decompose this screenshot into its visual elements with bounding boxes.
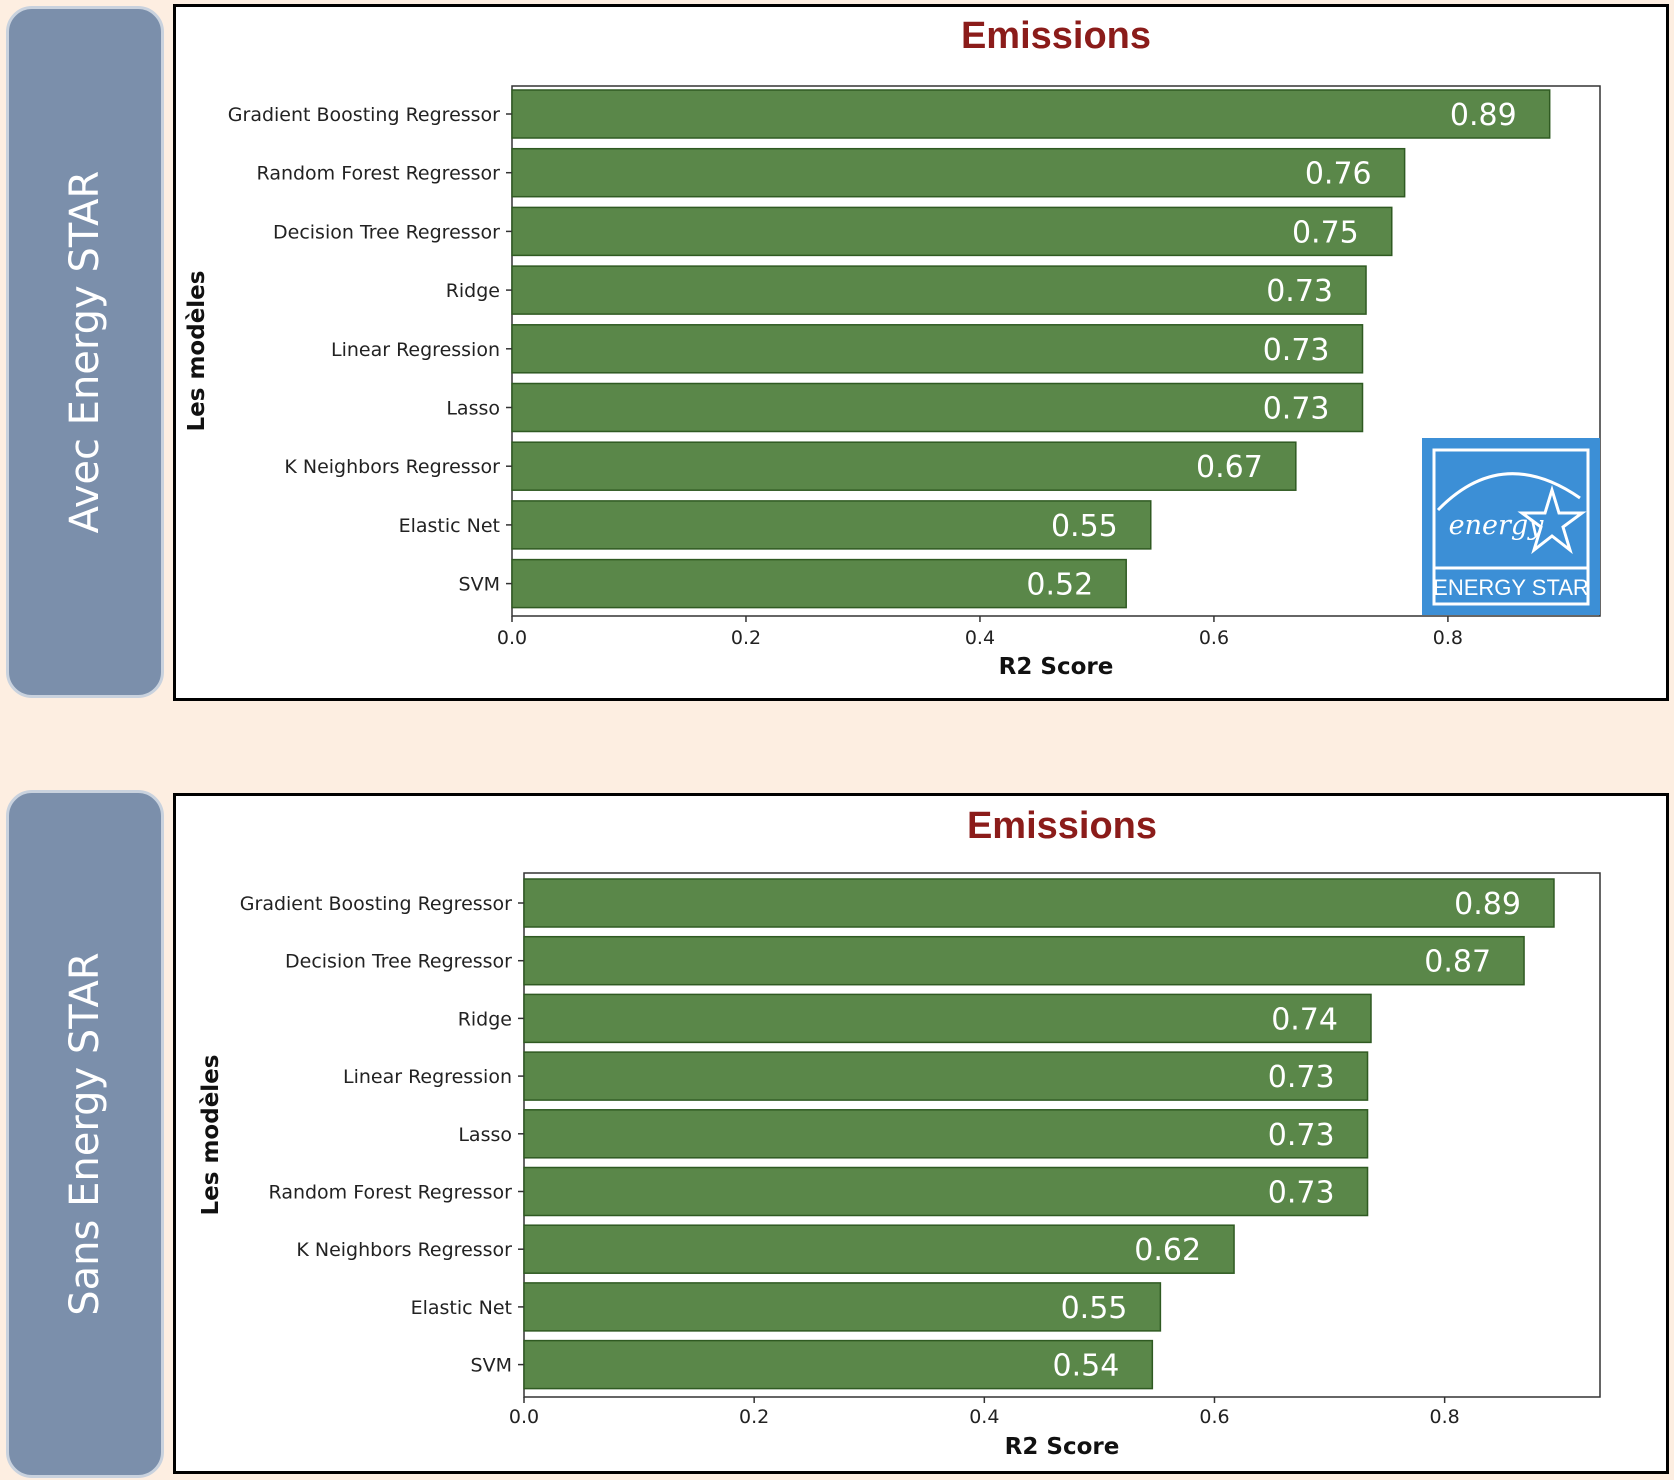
logo-script: energy <box>1449 510 1545 541</box>
y-axis-label: Les modèles <box>184 271 210 432</box>
y-axis-label: Les modèles <box>198 1055 224 1216</box>
x-axis-label: R2 Score <box>1005 1434 1120 1460</box>
category-label: Gradient Boosting Regressor <box>228 104 500 126</box>
x-tick-label: 0.6 <box>1199 1406 1229 1428</box>
bar <box>523 935 1525 986</box>
category-label: Lasso <box>458 1124 512 1146</box>
bar-value-label: 0.62 <box>1134 1233 1201 1268</box>
bar-value-label: 0.89 <box>1450 98 1517 133</box>
chart-panel-sans-energy-star: Emissions 0.89 Gradient Boosting Regressor… <box>173 793 1669 1474</box>
bar <box>523 993 1372 1044</box>
category-label: SVM <box>471 1355 512 1377</box>
bar-value-label: 0.89 <box>1454 887 1521 922</box>
bar <box>511 558 1127 609</box>
bar-value-label: 0.73 <box>1263 333 1330 368</box>
bar <box>523 1109 1369 1159</box>
bar-value-label: 0.55 <box>1051 509 1118 544</box>
bar-value-label: 0.73 <box>1268 1118 1335 1153</box>
bar <box>523 1339 1154 1390</box>
side-tab-sans-energy-star: Sans Energy STAR <box>6 790 164 1478</box>
bar <box>523 1051 1369 1101</box>
bar-chart-sans-energy-star: Emissions 0.89 Gradient Boosting Regressor… <box>198 805 1601 1460</box>
category-label: Gradient Boosting Regressor <box>240 893 512 915</box>
bar-value-label: 0.73 <box>1263 392 1330 427</box>
side-tab-avec-energy-star: Avec Energy STAR <box>6 6 164 698</box>
bar <box>511 382 1364 433</box>
category-label: SVM <box>459 574 500 596</box>
star-icon <box>1517 484 1587 555</box>
bar-value-label: 0.76 <box>1305 157 1372 192</box>
category-label: Linear Regression <box>331 339 500 361</box>
bar-value-label: 0.67 <box>1196 450 1263 485</box>
x-axis-label: R2 Score <box>999 654 1114 680</box>
bar-value-label: 0.73 <box>1268 1176 1335 1211</box>
category-label: K Neighbors Regressor <box>284 456 500 478</box>
bar <box>511 89 1551 139</box>
category-label: Lasso <box>446 398 500 420</box>
category-label: Ridge <box>446 280 500 302</box>
logo-background <box>1422 438 1600 615</box>
bar <box>511 265 1367 315</box>
chart-panel-avec-energy-star: Emissions 0.89 Gradient Boosting Regressor… <box>173 4 1669 701</box>
x-tick-label: 0.0 <box>497 627 527 649</box>
bar-value-label: 0.52 <box>1026 568 1093 603</box>
bar <box>523 1166 1369 1217</box>
x-tick-label: 0.2 <box>731 627 761 649</box>
bar-value-label: 0.55 <box>1061 1291 1128 1326</box>
bar <box>511 324 1364 374</box>
bar-value-label: 0.54 <box>1053 1349 1120 1384</box>
x-tick-label: 0.4 <box>965 627 995 649</box>
category-label: K Neighbors Regressor <box>296 1239 512 1261</box>
category-label: Decision Tree Regressor <box>273 221 500 243</box>
bar-value-label: 0.73 <box>1268 1060 1335 1095</box>
bar-value-label: 0.75 <box>1292 215 1359 250</box>
logo-arc <box>1436 472 1581 512</box>
logo-text: ENERGY STAR <box>1433 575 1589 600</box>
x-tick-label: 0.0 <box>509 1406 539 1428</box>
side-tab-label: Sans Energy STAR <box>62 952 108 1316</box>
energy-star-logo: energy ENERGY STAR <box>1422 438 1600 615</box>
bar-value-label: 0.74 <box>1271 1002 1338 1037</box>
bar-value-label: 0.87 <box>1424 945 1491 980</box>
x-tick-label: 0.4 <box>969 1406 999 1428</box>
bar <box>523 1282 1162 1332</box>
bar <box>511 441 1297 491</box>
bar <box>511 500 1152 550</box>
category-label: Random Forest Regressor <box>269 1182 513 1204</box>
category-label: Elastic Net <box>411 1297 512 1319</box>
x-tick-label: 0.2 <box>739 1406 769 1428</box>
chart-title: Emissions <box>961 15 1151 57</box>
x-tick-label: 0.6 <box>1199 627 1229 649</box>
bar <box>523 878 1555 928</box>
category-label: Decision Tree Regressor <box>285 951 512 973</box>
category-label: Random Forest Regressor <box>257 163 501 185</box>
bar-value-label: 0.73 <box>1266 274 1333 309</box>
logo-border <box>1432 448 1590 606</box>
chart-title: Emissions <box>967 805 1157 847</box>
side-tab-label: Avec Energy STAR <box>62 170 108 534</box>
category-label: Ridge <box>458 1008 512 1030</box>
bar <box>511 206 1393 257</box>
bar <box>511 147 1406 198</box>
category-label: Linear Regression <box>343 1066 512 1088</box>
bar-chart-avec-energy-star: Emissions 0.89 Gradient Boosting Regressor… <box>184 15 1601 680</box>
x-tick-label: 0.8 <box>1433 627 1463 649</box>
x-tick-label: 0.8 <box>1430 1406 1460 1428</box>
category-label: Elastic Net <box>399 515 500 537</box>
bar <box>523 1224 1235 1274</box>
